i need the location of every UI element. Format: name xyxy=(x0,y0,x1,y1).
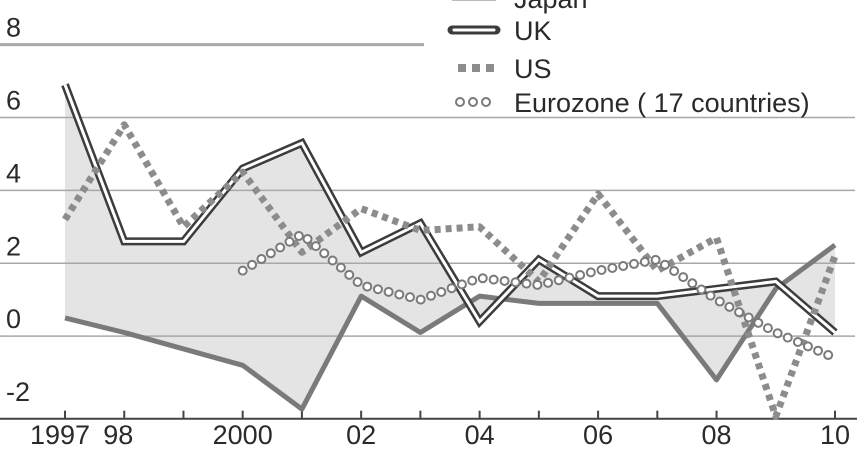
series-uk-line-inner xyxy=(63,84,836,334)
series-eurozone-17-countries-dot xyxy=(415,294,426,305)
series-eurozone-17-countries-dot xyxy=(724,301,735,312)
series-eurozone-17-countries-dot xyxy=(753,317,764,328)
y-tick-label: 0 xyxy=(6,304,21,334)
y-tick-label: 2 xyxy=(6,231,21,261)
series-eurozone-17-countries-dot xyxy=(335,262,346,273)
series-eurozone-17-countries-dot xyxy=(792,336,803,347)
series-eurozone-17-countries-dot xyxy=(477,273,488,284)
series-eurozone-17-countries-dot xyxy=(802,341,813,352)
x-tick-label: 06 xyxy=(583,420,613,450)
series-eurozone-17-countries-dot xyxy=(650,254,661,265)
series-eurozone-17-countries-dot xyxy=(696,284,707,295)
series-eurozone-17-countries-dot xyxy=(319,248,330,259)
legend-eurozone-17-countries-swatch-dot xyxy=(468,97,478,107)
series-eurozone-17-countries-dot xyxy=(446,283,457,294)
series-eurozone-17-countries-dot xyxy=(302,233,313,244)
series-eurozone-17-countries-dot xyxy=(456,279,467,290)
x-tick-label: 98 xyxy=(103,420,133,450)
legend-japan-label: Japan xyxy=(514,0,588,14)
series-eurozone-17-countries-dot xyxy=(618,260,629,271)
series-eurozone-17-countries-dot xyxy=(772,328,783,339)
legend-us-swatch-dot xyxy=(486,64,494,72)
series-us-line xyxy=(62,121,839,420)
series-eurozone-17-countries-dot xyxy=(543,277,554,288)
series-eurozone-17-countries-dot xyxy=(564,272,575,283)
x-tick-label: 04 xyxy=(465,420,495,450)
series-eurozone-17-countries-dot xyxy=(714,296,725,307)
series-eurozone-17-countries-dot xyxy=(743,312,754,323)
series-eurozone-17-countries-dot xyxy=(813,345,824,356)
legend: Japan UK US Eurozone ( 17 countries) xyxy=(447,0,810,118)
series-eurozone-17-countries-dot xyxy=(734,307,745,318)
series-eurozone-17-countries-dot xyxy=(247,259,258,270)
series-eurozone-17-countries-dot xyxy=(275,242,286,253)
x-tick-label: 1997 xyxy=(30,420,90,450)
series-eurozone-17-countries-dot xyxy=(352,276,363,287)
series-eurozone-17-countries-dot xyxy=(372,284,383,295)
series-eurozone-17-countries-dot xyxy=(310,241,321,252)
legend-us-swatch-dot xyxy=(472,64,480,72)
series-eurozone-17-countries-dot xyxy=(499,275,510,286)
series-eurozone-17-countries-dot xyxy=(293,230,304,241)
series-eurozone-17-countries-dot xyxy=(425,290,436,301)
series-eurozone-17-countries-dot xyxy=(553,275,564,286)
series-eurozone-17-countries-dot xyxy=(521,278,532,289)
series-eurozone-17-countries-dot xyxy=(362,281,373,292)
series-eurozone-17-countries-dot xyxy=(678,272,689,283)
legend-eurozone-17-countries-swatch-dot xyxy=(455,97,465,107)
series-eurozone-17-countries-dot xyxy=(607,262,618,273)
series-eurozone-17-countries-dot xyxy=(823,350,834,361)
series-eurozone-17-countries-dot xyxy=(383,286,394,297)
series-eurozone-17-countries-dot xyxy=(705,290,716,301)
series-eurozone-17-countries-dot xyxy=(344,269,355,280)
legend-us-label: US xyxy=(514,54,552,84)
y-tick-label: -2 xyxy=(6,377,30,407)
series-eurozone-17-countries-dot xyxy=(659,259,670,270)
series-eurozone-17-countries-dot xyxy=(404,292,415,303)
x-tick-label: 02 xyxy=(346,420,376,450)
series-eurozone-17-countries-dot xyxy=(256,254,267,265)
series-eurozone-17-countries-dot xyxy=(284,236,295,247)
series-eurozone-17-countries-dot xyxy=(762,323,773,334)
series-eurozone-17-countries-dot xyxy=(575,269,586,280)
series-eurozone-17-countries-dot xyxy=(394,289,405,300)
x-tick-label: 10 xyxy=(820,420,850,450)
legend-uk-label: UK xyxy=(514,16,552,46)
series-lines xyxy=(61,83,839,420)
legend-us-swatch-dot xyxy=(458,64,466,72)
series-eurozone-17-countries-dot xyxy=(488,274,499,285)
series-japan-line xyxy=(64,242,837,412)
shaded-band xyxy=(65,84,835,410)
series-eurozone-17-countries-dot xyxy=(669,265,680,276)
legend-eurozone-17-countries-swatch-dot xyxy=(481,97,491,107)
series-eurozone-17-countries-dot xyxy=(639,256,650,267)
series-eurozone-17-countries-dot xyxy=(327,255,338,266)
series-eurozone-17-countries-dot xyxy=(596,264,607,275)
x-axis xyxy=(0,410,857,420)
series-eurozone-17-countries-dot xyxy=(510,277,521,288)
series-eurozone-17-countries-dot xyxy=(628,258,639,269)
series-eurozone-17-countries-dot xyxy=(782,332,793,343)
series-eurozone-17-countries-dot xyxy=(237,265,248,276)
x-tick-label: 2000 xyxy=(213,420,273,450)
x-tick-label: 08 xyxy=(702,420,732,450)
gridlines xyxy=(0,43,855,337)
series-eurozone-17-countries-dot xyxy=(467,275,478,286)
shaded-band-layer xyxy=(65,84,835,410)
series-eurozone-17-countries-dot xyxy=(265,248,276,259)
series-eurozone-17-countries-dot xyxy=(687,278,698,289)
y-tick-label: 4 xyxy=(6,158,21,188)
series-eurozone-17-countries-dot xyxy=(585,267,596,278)
series-eurozone-17-countries-dot xyxy=(532,279,543,290)
y-tick-label: 6 xyxy=(6,85,21,115)
y-tick-label: 8 xyxy=(6,13,21,43)
legend-eurozone-17-countries-label: Eurozone ( 17 countries) xyxy=(514,88,810,118)
series-eurozone-17-countries-dot xyxy=(436,287,447,298)
